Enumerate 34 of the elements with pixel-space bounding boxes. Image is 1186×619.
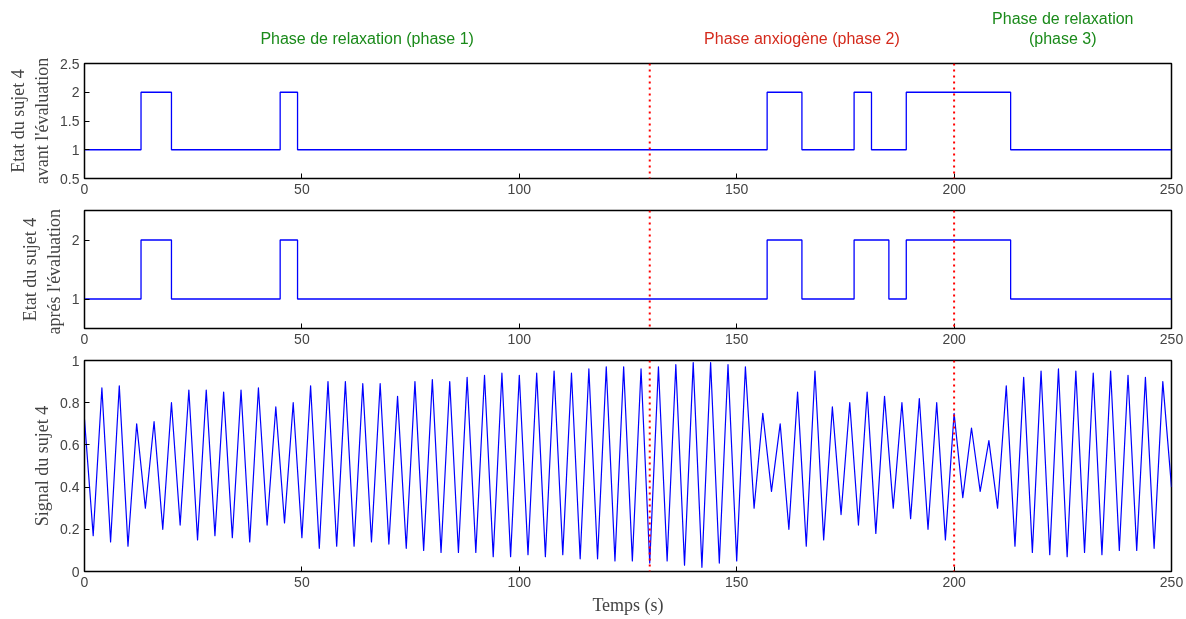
y-axis-title: Etat du sujet 4 aprés l'évaluation [19, 208, 64, 335]
text: Phase de relaxation (phase 3) [992, 9, 1134, 48]
x-tick-label: 150 [725, 573, 749, 590]
x-tick-label: 150 [725, 330, 749, 347]
y-tick-label: 2 [71, 84, 80, 101]
text: Phase de relaxation (phase 1) [260, 30, 474, 48]
x-tick-label: 150 [725, 180, 749, 197]
x-axis-title: Temps (s) [592, 594, 664, 616]
y-axis-title: Signal du sujet 4 [32, 405, 53, 527]
y-tick-label: 0.8 [60, 394, 80, 411]
y-tick-label: 2 [71, 232, 80, 248]
x-tick-label: 200 [942, 330, 966, 347]
x-tick-label: 200 [942, 573, 966, 590]
y-tick-label: 1 [71, 291, 80, 307]
y-tick-label: 1 [71, 352, 80, 369]
x-tick-label: 100 [507, 180, 532, 197]
y-tick-label: 0.2 [60, 521, 80, 538]
y-tick-label: 2.5 [60, 55, 80, 72]
y-tick-label: 1.5 [60, 113, 80, 129]
x-tick-label: 50 [294, 330, 310, 347]
x-tick-label: 250 [1159, 330, 1184, 347]
x-tick-label: 200 [942, 180, 966, 197]
x-tick-label: 100 [507, 330, 532, 347]
x-tick-label: 250 [1159, 573, 1184, 590]
y-tick-label: 0.4 [60, 479, 80, 496]
text: Phase anxiogène (phase 2) [704, 30, 900, 48]
y-axis-title: Etat du sujet 4 avant l'évaluation [8, 57, 53, 185]
y-tick-label: 1 [71, 141, 80, 158]
y-tick-label: 0.5 [60, 170, 80, 187]
x-tick-label: 50 [294, 573, 310, 590]
x-tick-label: 50 [294, 180, 310, 197]
x-tick-label: 100 [507, 573, 532, 590]
y-tick-label: 0.6 [60, 436, 80, 453]
x-tick-label: 250 [1159, 180, 1184, 197]
